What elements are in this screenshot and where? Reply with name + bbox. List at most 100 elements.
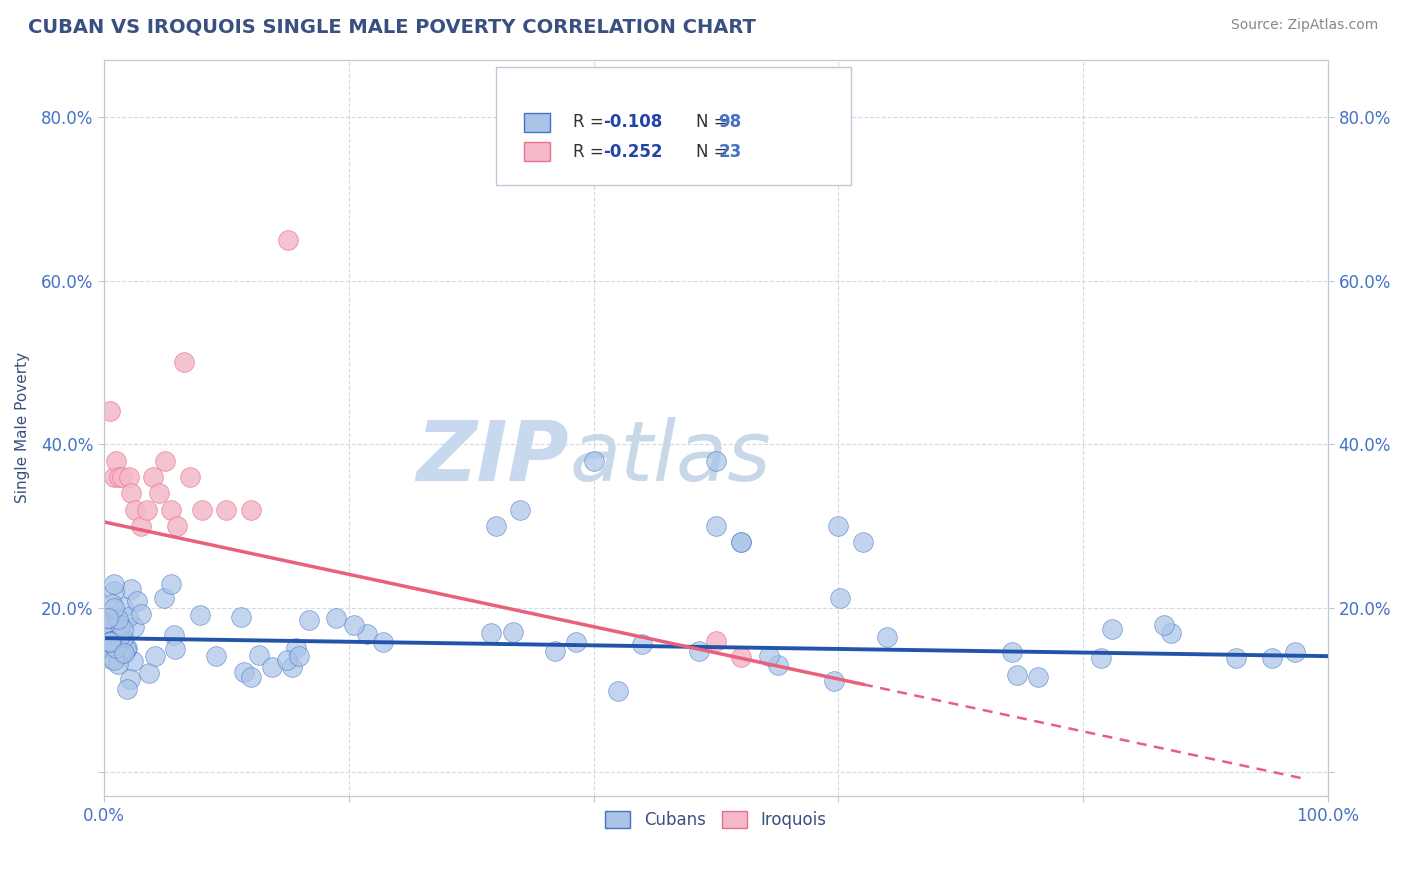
Point	[544, 644, 567, 658]
FancyBboxPatch shape	[524, 142, 550, 161]
Point	[129, 607, 152, 621]
Point	[97, 611, 120, 625]
Point	[509, 502, 531, 516]
Point	[107, 630, 129, 644]
Point	[112, 646, 135, 660]
Point	[215, 502, 238, 516]
Text: Source: ZipAtlas.com: Source: ZipAtlas.com	[1230, 18, 1378, 32]
Point	[138, 666, 160, 681]
Point	[163, 641, 186, 656]
Point	[111, 600, 134, 615]
Point	[111, 644, 134, 658]
Point	[100, 634, 122, 648]
Point	[876, 630, 898, 644]
Text: ZIP: ZIP	[416, 417, 569, 498]
Point	[103, 583, 125, 598]
Point	[155, 453, 177, 467]
Point	[730, 535, 752, 549]
FancyBboxPatch shape	[524, 112, 550, 132]
Point	[107, 611, 129, 625]
Point	[285, 641, 308, 656]
Point	[98, 404, 121, 418]
Point	[1101, 622, 1123, 636]
Legend: Cubans, Iroquois: Cubans, Iroquois	[599, 804, 834, 836]
Point	[122, 654, 145, 668]
Point	[233, 665, 256, 679]
Point	[103, 601, 125, 615]
Point	[704, 519, 727, 533]
Point	[163, 627, 186, 641]
Point	[479, 626, 502, 640]
Point	[828, 591, 851, 605]
Point	[502, 624, 524, 639]
Point	[179, 470, 201, 484]
Point	[1153, 617, 1175, 632]
Point	[277, 233, 299, 247]
Point	[704, 633, 727, 648]
Point	[298, 613, 321, 627]
Point	[111, 622, 134, 636]
Point	[160, 502, 183, 516]
Point	[122, 620, 145, 634]
Point	[325, 611, 347, 625]
Point	[120, 486, 142, 500]
Point	[204, 648, 226, 663]
Point	[117, 681, 139, 696]
Point	[115, 642, 138, 657]
Text: R =: R =	[572, 143, 609, 161]
Point	[98, 635, 121, 649]
Point	[1160, 626, 1182, 640]
Text: 23: 23	[718, 143, 742, 161]
Point	[100, 634, 122, 648]
Point	[148, 486, 170, 500]
Point	[110, 617, 132, 632]
Point	[105, 625, 128, 640]
Point	[103, 576, 125, 591]
Point	[1261, 650, 1284, 665]
Point	[758, 648, 780, 663]
Point	[231, 610, 253, 624]
Point	[281, 660, 304, 674]
Point	[1005, 668, 1028, 682]
Point	[1090, 651, 1112, 665]
Text: R =: R =	[572, 113, 609, 131]
Point	[343, 618, 366, 632]
Text: -0.252: -0.252	[603, 143, 664, 161]
Point	[1026, 670, 1049, 684]
Text: 98: 98	[718, 113, 741, 131]
Text: atlas: atlas	[569, 417, 770, 498]
Point	[191, 502, 214, 516]
Point	[371, 635, 394, 649]
Text: N =: N =	[696, 143, 734, 161]
Point	[247, 648, 270, 662]
Point	[188, 607, 211, 622]
Point	[125, 594, 148, 608]
Point	[98, 641, 121, 656]
Point	[105, 453, 128, 467]
Point	[173, 355, 195, 369]
Point	[110, 647, 132, 661]
Point	[98, 634, 121, 648]
Point	[852, 535, 875, 549]
Point	[96, 610, 118, 624]
Point	[607, 684, 630, 698]
Point	[98, 610, 121, 624]
Y-axis label: Single Male Poverty: Single Male Poverty	[15, 352, 30, 503]
Point	[766, 658, 789, 673]
FancyBboxPatch shape	[496, 67, 851, 185]
Point	[107, 470, 129, 484]
Point	[1225, 650, 1247, 665]
Point	[118, 673, 141, 687]
Point	[94, 640, 117, 654]
Point	[124, 502, 146, 516]
Point	[166, 519, 188, 533]
Point	[111, 470, 134, 484]
Point	[152, 591, 174, 606]
Point	[135, 502, 157, 516]
Point	[103, 470, 125, 484]
Point	[142, 470, 165, 484]
Point	[239, 502, 262, 516]
Point	[630, 637, 652, 651]
Point	[356, 627, 378, 641]
Point	[485, 519, 508, 533]
